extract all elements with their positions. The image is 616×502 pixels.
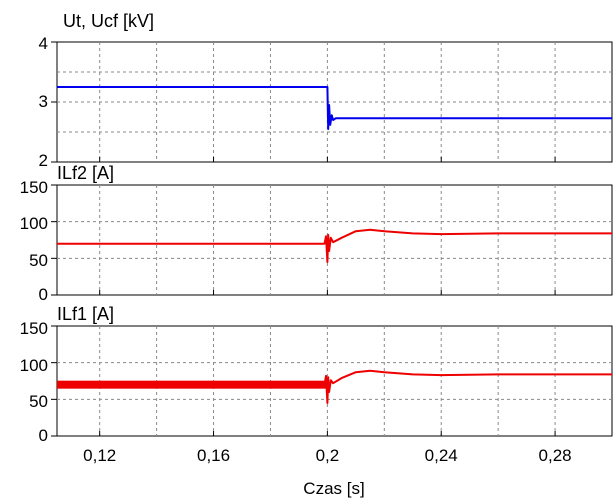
ytick-label: 2 xyxy=(39,151,48,170)
ytick-label: 4 xyxy=(39,34,48,53)
grid-voltage xyxy=(57,42,612,162)
ytick-label: 150 xyxy=(20,178,48,197)
ytick-label: 100 xyxy=(20,356,48,375)
plot-area-ilf2 xyxy=(56,184,613,296)
panel-title-voltage: Ut, Ucf [kV] xyxy=(63,11,154,31)
x-axis: 0,12 0,16 0,2 0,24 0,28 xyxy=(83,446,571,465)
xtick-label: 0,12 xyxy=(83,446,116,465)
grid-ilf1 xyxy=(57,326,612,436)
panel-current-ilf2: ILf2 [A] 150 100 50 0 xyxy=(20,163,613,304)
ytick-label: 100 xyxy=(20,214,48,233)
xtick-label: 0,16 xyxy=(197,446,230,465)
ytick-label: 0 xyxy=(39,426,48,445)
xtick-label: 0,24 xyxy=(425,446,458,465)
ticks-voltage xyxy=(51,41,556,163)
series-line-2-0 xyxy=(57,369,612,404)
panel-title-ilf2: ILf2 [A] xyxy=(57,163,114,183)
ytick-label: 3 xyxy=(39,92,48,111)
xtick-label: 0,28 xyxy=(539,446,572,465)
series-line-1-0 xyxy=(57,228,612,263)
xtick-label: 0,2 xyxy=(316,446,340,465)
ytick-label: 50 xyxy=(29,251,48,270)
ytick-label: 0 xyxy=(39,285,48,304)
ytick-label: 50 xyxy=(29,392,48,411)
ticks-ilf1 xyxy=(51,325,556,437)
grid-ilf2 xyxy=(57,185,612,295)
ticks-ilf2 xyxy=(51,184,556,296)
panel-current-ilf1: ILf1 [A] 150 100 50 0 xyxy=(20,304,613,445)
ytick-label: 150 xyxy=(20,319,48,338)
panel-title-ilf1: ILf1 [A] xyxy=(57,304,114,324)
panel-voltage: Ut, Ucf [kV] 4 3 2 xyxy=(39,11,613,170)
series-line-0-0 xyxy=(57,86,612,130)
x-axis-label: Czas [s] xyxy=(303,479,364,498)
ripple-band xyxy=(57,380,326,389)
